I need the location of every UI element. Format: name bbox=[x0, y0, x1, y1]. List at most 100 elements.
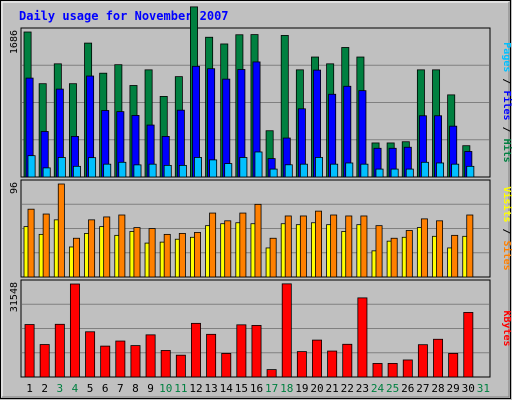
series-legend: Visits / Sites bbox=[501, 186, 512, 270]
bar-sites-day-27 bbox=[420, 218, 428, 278]
bar-kbytes-day-10 bbox=[160, 350, 171, 378]
x-tick-day-2: 2 bbox=[41, 382, 48, 395]
bar-kbytes-day-26 bbox=[402, 359, 413, 378]
bar-pages-day-5 bbox=[88, 157, 97, 178]
legend-entry: Hits bbox=[501, 139, 512, 163]
bar-sites-day-2 bbox=[42, 213, 50, 278]
bar-pages-day-16 bbox=[254, 151, 263, 178]
bar-pages-day-23 bbox=[360, 163, 369, 178]
bar-kbytes-day-7 bbox=[115, 340, 126, 378]
bar-kbytes-day-24 bbox=[372, 363, 383, 378]
bar-pages-day-26 bbox=[405, 168, 414, 178]
bar-sites-day-16 bbox=[254, 203, 262, 278]
y-max-label: 96 bbox=[9, 182, 20, 194]
series-legend: Pages / Files / Hits bbox=[501, 42, 512, 162]
x-tick-day-24: 24 bbox=[371, 382, 385, 395]
bar-sites-day-20 bbox=[315, 210, 322, 278]
bar-kbytes-day-22 bbox=[342, 343, 353, 378]
bar-pages-day-17 bbox=[269, 168, 278, 178]
bar-pages-day-12 bbox=[194, 157, 202, 178]
bars bbox=[23, 183, 474, 278]
bar-pages-day-14 bbox=[224, 163, 233, 178]
bar-sites-day-14 bbox=[224, 220, 232, 278]
bar-sites-day-10 bbox=[163, 233, 171, 278]
x-tick-day-22: 22 bbox=[341, 382, 354, 395]
bar-kbytes-day-29 bbox=[448, 353, 459, 378]
bar-kbytes-day-8 bbox=[130, 345, 141, 378]
bar-sites-day-19 bbox=[299, 215, 307, 278]
x-tick-day-8: 8 bbox=[132, 382, 139, 395]
bar-kbytes-day-27 bbox=[417, 344, 428, 378]
panel-visits-sites: 96 Visits / Sites bbox=[9, 179, 512, 278]
bar-pages-day-19 bbox=[299, 163, 308, 178]
bar-pages-day-22 bbox=[345, 162, 354, 178]
bar-sites-day-12 bbox=[194, 232, 201, 278]
legend-entry: Visits bbox=[501, 186, 512, 222]
x-tick-day-18: 18 bbox=[280, 382, 293, 395]
bar-kbytes-day-9 bbox=[145, 334, 156, 378]
x-tick-day-20: 20 bbox=[310, 382, 323, 395]
bar-pages-day-7 bbox=[118, 161, 127, 178]
bar-sites-day-7 bbox=[118, 214, 126, 278]
bar-pages-day-20 bbox=[315, 157, 323, 178]
y-max-label: 1686 bbox=[9, 30, 20, 54]
legend-entry: / bbox=[501, 121, 512, 139]
bar-pages-day-3 bbox=[57, 157, 66, 178]
bar-sites-day-30 bbox=[466, 214, 474, 278]
x-tick-day-28: 28 bbox=[431, 382, 444, 395]
bar-kbytes-day-23 bbox=[357, 297, 368, 378]
bar-pages-day-21 bbox=[330, 163, 339, 178]
bar-pages-day-28 bbox=[436, 162, 445, 178]
x-tick-day-5: 5 bbox=[87, 382, 94, 395]
bar-sites-day-3 bbox=[57, 183, 65, 278]
bar-kbytes-day-28 bbox=[433, 338, 444, 378]
bar-sites-day-1 bbox=[27, 208, 35, 278]
bar-kbytes-day-11 bbox=[175, 354, 186, 378]
legend-entry: Sites bbox=[501, 241, 512, 271]
x-tick-day-6: 6 bbox=[102, 382, 109, 395]
bar-sites-day-13 bbox=[209, 212, 217, 278]
bar-sites-day-17 bbox=[269, 237, 277, 278]
bar-pages-day-13 bbox=[209, 159, 218, 178]
series-legend: KBytes bbox=[501, 310, 512, 346]
x-tick-day-25: 25 bbox=[386, 382, 399, 395]
x-tick-day-4: 4 bbox=[72, 382, 79, 395]
bar-sites-day-24 bbox=[375, 225, 383, 278]
bar-kbytes-day-4 bbox=[69, 283, 80, 378]
bar-pages-day-30 bbox=[466, 165, 475, 178]
bar-sites-day-5 bbox=[88, 219, 96, 278]
bar-kbytes-day-20 bbox=[312, 339, 322, 378]
bar-kbytes-day-16 bbox=[251, 325, 262, 378]
x-tick-day-23: 23 bbox=[356, 382, 369, 395]
bar-sites-day-21 bbox=[330, 214, 338, 278]
legend-entry: KBytes bbox=[501, 310, 512, 346]
bar-kbytes-day-3 bbox=[54, 323, 65, 378]
bar-sites-day-8 bbox=[133, 227, 141, 278]
legend-entry: Pages bbox=[501, 42, 512, 72]
bar-sites-day-15 bbox=[239, 212, 247, 278]
bar-kbytes-day-18 bbox=[281, 283, 292, 378]
x-tick-day-14: 14 bbox=[220, 382, 234, 395]
bar-pages-day-1 bbox=[27, 155, 36, 178]
y-max-label: 31548 bbox=[9, 282, 20, 312]
bar-kbytes-day-21 bbox=[327, 350, 338, 378]
bar-pages-day-24 bbox=[375, 168, 384, 178]
x-tick-day-7: 7 bbox=[117, 382, 124, 395]
x-tick-day-26: 26 bbox=[401, 382, 414, 395]
x-tick-day-1: 1 bbox=[26, 382, 33, 395]
x-tick-day-10: 10 bbox=[159, 382, 172, 395]
legend-entry: Files bbox=[501, 90, 512, 120]
bar-pages-day-29 bbox=[451, 163, 460, 178]
bar-kbytes-day-19 bbox=[296, 351, 307, 378]
x-tick-day-27: 27 bbox=[416, 382, 429, 395]
x-tick-day-21: 21 bbox=[326, 382, 339, 395]
bar-sites-day-29 bbox=[451, 234, 459, 278]
bar-kbytes-day-1 bbox=[24, 324, 35, 378]
x-tick-day-29: 29 bbox=[447, 382, 460, 395]
x-tick-day-17: 17 bbox=[265, 382, 278, 395]
bar-sites-day-26 bbox=[405, 230, 413, 278]
bar-sites-day-11 bbox=[178, 233, 186, 278]
bar-sites-day-4 bbox=[72, 237, 80, 278]
